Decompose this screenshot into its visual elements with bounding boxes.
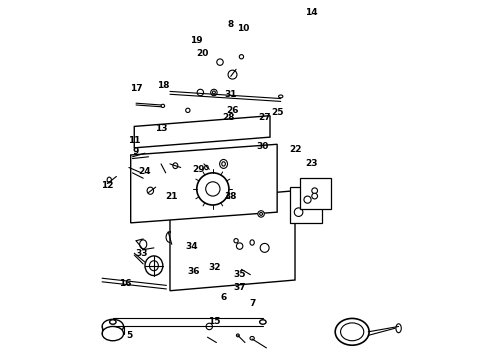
Ellipse shape xyxy=(237,243,243,249)
Ellipse shape xyxy=(260,212,263,215)
Text: 24: 24 xyxy=(139,167,151,176)
Ellipse shape xyxy=(206,323,213,330)
Text: 32: 32 xyxy=(208,263,221,272)
Text: 17: 17 xyxy=(130,84,143,93)
Text: 27: 27 xyxy=(258,113,271,122)
Ellipse shape xyxy=(250,337,254,340)
Ellipse shape xyxy=(243,269,247,273)
Ellipse shape xyxy=(161,104,165,108)
Ellipse shape xyxy=(341,323,364,341)
Ellipse shape xyxy=(140,240,147,249)
Polygon shape xyxy=(134,116,270,148)
Text: 8: 8 xyxy=(227,20,234,29)
Text: 35: 35 xyxy=(233,270,246,279)
Text: 10: 10 xyxy=(237,24,249,33)
Ellipse shape xyxy=(147,187,153,194)
Ellipse shape xyxy=(206,182,220,196)
Text: 21: 21 xyxy=(166,192,178,201)
Ellipse shape xyxy=(145,256,163,275)
Text: 34: 34 xyxy=(185,242,198,251)
Text: 36: 36 xyxy=(187,267,199,276)
Text: 25: 25 xyxy=(271,108,283,117)
Ellipse shape xyxy=(186,108,190,112)
Text: 33: 33 xyxy=(135,249,147,258)
Text: 7: 7 xyxy=(249,299,255,308)
Text: 5: 5 xyxy=(126,331,132,340)
Polygon shape xyxy=(131,144,277,223)
Bar xyxy=(300,178,331,208)
Ellipse shape xyxy=(260,320,266,324)
Circle shape xyxy=(312,193,318,199)
Text: 6: 6 xyxy=(220,293,227,302)
Ellipse shape xyxy=(237,334,239,337)
Text: 29: 29 xyxy=(192,165,205,174)
Circle shape xyxy=(304,196,311,203)
Circle shape xyxy=(312,188,318,194)
Ellipse shape xyxy=(396,324,401,333)
Ellipse shape xyxy=(335,319,369,345)
Ellipse shape xyxy=(239,55,244,59)
Ellipse shape xyxy=(220,159,227,168)
Ellipse shape xyxy=(228,70,237,79)
Ellipse shape xyxy=(149,261,158,271)
Ellipse shape xyxy=(211,89,217,96)
Ellipse shape xyxy=(260,243,269,252)
Polygon shape xyxy=(170,191,295,291)
Text: 15: 15 xyxy=(208,316,221,325)
Text: 13: 13 xyxy=(155,124,167,133)
Text: 28: 28 xyxy=(222,113,235,122)
Text: 30: 30 xyxy=(257,141,269,150)
Ellipse shape xyxy=(197,173,229,205)
Ellipse shape xyxy=(279,95,283,98)
Text: 20: 20 xyxy=(196,49,208,58)
Ellipse shape xyxy=(234,239,238,243)
Ellipse shape xyxy=(171,262,180,273)
Ellipse shape xyxy=(197,89,203,96)
Bar xyxy=(290,187,322,223)
Ellipse shape xyxy=(173,265,177,270)
Ellipse shape xyxy=(110,320,116,324)
Ellipse shape xyxy=(217,59,223,65)
Ellipse shape xyxy=(173,163,178,168)
Text: 22: 22 xyxy=(289,145,301,154)
Circle shape xyxy=(309,196,317,203)
Text: 19: 19 xyxy=(191,36,203,45)
Ellipse shape xyxy=(250,240,254,245)
Text: 26: 26 xyxy=(226,106,239,115)
Circle shape xyxy=(294,208,303,216)
Ellipse shape xyxy=(102,319,123,334)
Text: 18: 18 xyxy=(157,81,169,90)
Ellipse shape xyxy=(166,232,174,243)
Text: 31: 31 xyxy=(224,90,237,99)
Text: 11: 11 xyxy=(128,136,141,145)
Ellipse shape xyxy=(102,327,123,341)
Text: 12: 12 xyxy=(101,181,114,190)
Text: 37: 37 xyxy=(233,283,246,292)
Text: 16: 16 xyxy=(119,279,132,288)
Text: 23: 23 xyxy=(305,159,318,168)
Ellipse shape xyxy=(258,211,264,217)
Text: 14: 14 xyxy=(305,8,318,17)
Text: 38: 38 xyxy=(224,192,237,201)
Ellipse shape xyxy=(205,165,208,170)
Ellipse shape xyxy=(222,162,225,166)
Ellipse shape xyxy=(107,177,111,183)
Ellipse shape xyxy=(213,91,215,94)
Text: 9: 9 xyxy=(133,147,139,156)
